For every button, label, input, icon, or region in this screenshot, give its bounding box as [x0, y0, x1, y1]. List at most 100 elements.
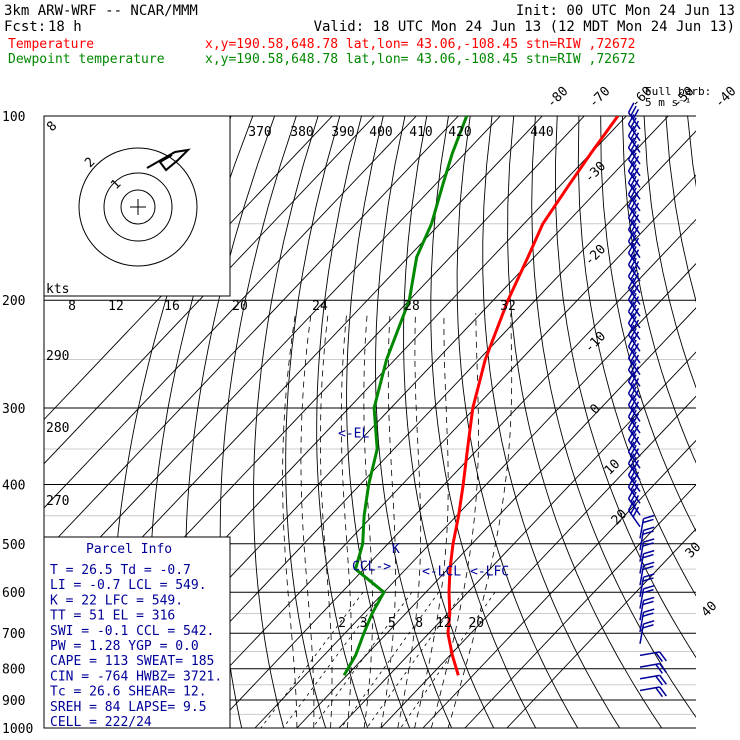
mixing-ratio-label: 12 [436, 616, 452, 631]
wind-barb [639, 573, 655, 598]
wind-barb-flag [630, 503, 637, 514]
isotherm-line [506, 528, 696, 728]
wind-barb [639, 549, 655, 574]
dry-adiabat-line [482, 116, 621, 728]
wind-barb-flag [632, 272, 640, 284]
wind-barb-flag [627, 184, 635, 195]
dry-adiabat-line [731, 116, 740, 738]
hodograph-ring [78, 147, 198, 267]
wind-barb-flag [627, 301, 635, 312]
wind-barb-flag [630, 456, 637, 468]
wind-barb-flag [627, 254, 635, 266]
wind-barb-flag [632, 342, 640, 354]
wind-barb [639, 596, 655, 621]
wind-barb-flag [630, 105, 637, 117]
theta-label: 410 [409, 125, 432, 140]
annotation-label: K [392, 542, 400, 557]
isotherm-line [44, 116, 333, 421]
hodograph-speed-label: 8 [68, 299, 76, 314]
parcel-info-row: SWI = -0.1 CCL = 542. [50, 624, 214, 639]
wind-barb-flag [632, 424, 640, 436]
wind-barb-flag [627, 488, 635, 499]
wind-barb-flag [627, 324, 635, 336]
wind-barb-flag [632, 494, 640, 506]
isotherm-line [422, 439, 696, 728]
pressure-tick-label: 1000 [2, 722, 33, 737]
wind-barb-flag [655, 675, 664, 686]
wind-barb-flag [632, 401, 640, 412]
wind-barb-flag [643, 514, 655, 520]
moist-adiabat-line [300, 313, 315, 728]
wind-barb-flag [630, 433, 637, 444]
wind-barb-flag [630, 304, 637, 316]
wind-barb-flag [632, 284, 640, 296]
wind-barb-flag [632, 366, 640, 377]
mixing-ratio-label: 20 [468, 616, 484, 631]
wind-barb [627, 149, 641, 177]
pressure-tick-label: 600 [2, 586, 25, 601]
annotation-label: <-LFC [470, 565, 509, 580]
barb-legend-unit: 5 m s⁻¹ [645, 96, 691, 109]
wind-barb-flag [630, 140, 637, 152]
moist-adiabat-line [319, 313, 333, 728]
wind-barb-flag [630, 374, 637, 386]
isotherm-line [380, 395, 696, 728]
pressure-tick-label: 800 [2, 663, 25, 678]
wind-barb-flag [627, 114, 635, 125]
wind-barb-flag [630, 211, 637, 222]
isotherm-label: 10 [602, 457, 624, 479]
wind-barb-flag [632, 319, 640, 331]
fcst-label: Fcst: [4, 19, 46, 35]
wind-barb-flag [632, 120, 640, 132]
wind-barb-flag [627, 125, 635, 137]
wind-barb-flag [627, 383, 635, 394]
theta-label: 370 [248, 125, 271, 140]
wind-barb-flag [632, 144, 640, 155]
wind-barb [639, 608, 655, 633]
wind-barb-flag [643, 549, 655, 555]
wind-barb-flag [632, 331, 640, 342]
parcel-info-row: SREH = 84 LAPSE= 9.5 [50, 700, 207, 715]
pressure-tick-label: 400 [2, 478, 25, 493]
wind-barb-flag [630, 152, 637, 164]
mixing-ratio-line [260, 591, 364, 728]
wind-barb-flag [632, 179, 640, 190]
wind-barb-flag [659, 674, 667, 685]
wind-barb-flag [632, 214, 640, 225]
legend-dewpoint: Dewpoint temperature [8, 52, 165, 67]
wind-barb-flag [632, 167, 640, 179]
wind-barb-flag [632, 155, 640, 167]
wind-barb [639, 662, 667, 674]
wind-barb-flag [659, 686, 667, 697]
wind-barb-flag [632, 296, 640, 307]
wind-barb-flag [642, 565, 654, 571]
mixing-ratio-label: 2 [338, 616, 346, 631]
hodograph-unit-label: kts [46, 282, 69, 297]
wind-barb-flag [627, 500, 635, 511]
dry-adiabat-line [507, 116, 663, 728]
wind-barb-flag [630, 117, 637, 128]
dry-adiabat-line [346, 116, 411, 728]
legend-temperature: Temperature [8, 37, 94, 52]
wind-barb-flag [630, 281, 637, 292]
wind-barb-flag [643, 608, 655, 614]
isotherm-label: -80 [544, 84, 571, 111]
wind-barb-flag [632, 202, 640, 214]
pressure-tick-label: 500 [2, 538, 25, 553]
dewpoint-line [342, 116, 469, 677]
wind-barb-flag [632, 261, 640, 272]
wind-barb-flag [642, 577, 654, 582]
isotherm-line [212, 218, 696, 728]
wind-barb-flag [627, 348, 635, 359]
wind-barb-flag [627, 453, 635, 464]
wind-barb-flag [630, 222, 637, 234]
wind-barb [639, 674, 667, 686]
moist-adiabat-line [380, 313, 396, 728]
parcel-info-row: LI = -0.7 LCL = 549. [50, 578, 207, 593]
wind-barb-flag [632, 389, 640, 401]
theta-left-label: 270 [46, 494, 69, 509]
hodograph-speed-label: 12 [108, 299, 124, 314]
isotherm-label: 0 [587, 401, 603, 417]
wind-barb-flag [630, 234, 637, 245]
